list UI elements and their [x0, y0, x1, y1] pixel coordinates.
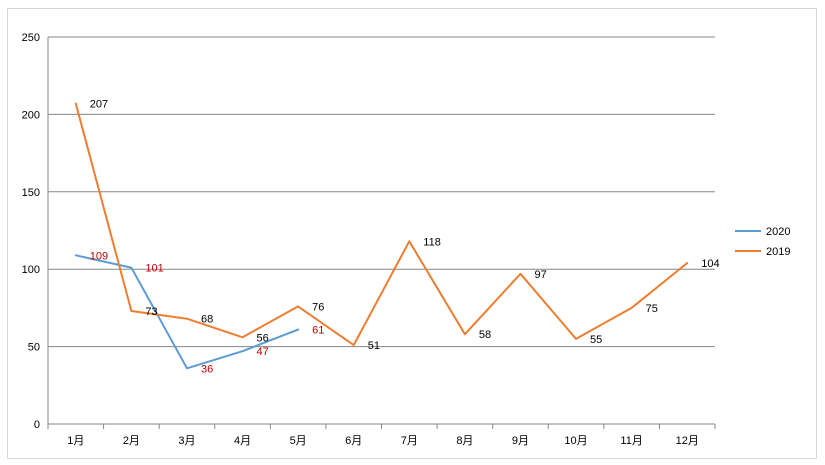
x-tick-label: 1月: [67, 435, 84, 447]
x-tick-label: 7月: [401, 435, 418, 447]
x-tick-label: 10月: [564, 435, 587, 447]
legend-label-2020: 2020: [766, 226, 790, 238]
data-label-2019: 118: [423, 236, 441, 248]
data-label-2019: 55: [590, 334, 602, 346]
data-label-2019: 68: [201, 314, 213, 326]
data-label-2020: 109: [90, 250, 108, 262]
data-label-2019: 56: [257, 332, 269, 344]
x-tick-label: 5月: [290, 435, 307, 447]
data-label-2020: 47: [257, 346, 269, 358]
x-tick-label: 9月: [512, 435, 529, 447]
y-tick-label: 100: [22, 264, 40, 276]
series-line-2019: [74, 102, 689, 347]
x-tick-label: 11月: [620, 435, 642, 447]
x-tick-label: 6月: [345, 435, 362, 447]
data-label-2019: 104: [701, 258, 719, 270]
data-label-2019: 97: [534, 269, 546, 281]
data-label-2019: 58: [479, 329, 491, 341]
data-label-2019: 51: [368, 340, 380, 352]
y-tick-label: 200: [22, 109, 40, 121]
data-label-2020: 36: [201, 363, 213, 375]
y-tick-label: 50: [28, 342, 40, 354]
x-tick-label: 2月: [123, 435, 140, 447]
data-label-2020: 101: [145, 263, 163, 275]
x-tick-label: 8月: [456, 435, 473, 447]
y-tick-label: 0: [34, 419, 40, 431]
series-line-2020: [74, 254, 300, 370]
x-tick-label: 12月: [676, 435, 699, 447]
axes: 0 50 100 150 200 250 1月 2月 3月 4月 5月 6月 7月 8月 9月 10月 11月 1…: [22, 32, 716, 447]
data-label-2019: 207: [90, 99, 108, 111]
x-tick-label: 3月: [178, 435, 195, 447]
data-label-2020: 61: [312, 325, 324, 337]
series-lines: [74, 102, 689, 370]
legend-label-2019: 2019: [766, 246, 790, 258]
data-label-2019: 76: [312, 301, 324, 313]
chart-frame: [7, 8, 817, 459]
y-tick-label: 250: [22, 32, 40, 44]
data-labels: 109 101 36 47 61 207 73 68 56 76 51 118 58 97 55 75 104: [90, 99, 720, 376]
y-tick-label: 150: [22, 187, 40, 199]
data-label-2019: 75: [646, 303, 658, 315]
gridlines: [48, 36, 715, 348]
legend: 2020 2019: [735, 226, 790, 258]
x-tick-label: 4月: [234, 435, 251, 447]
data-label-2019: 73: [145, 306, 157, 318]
